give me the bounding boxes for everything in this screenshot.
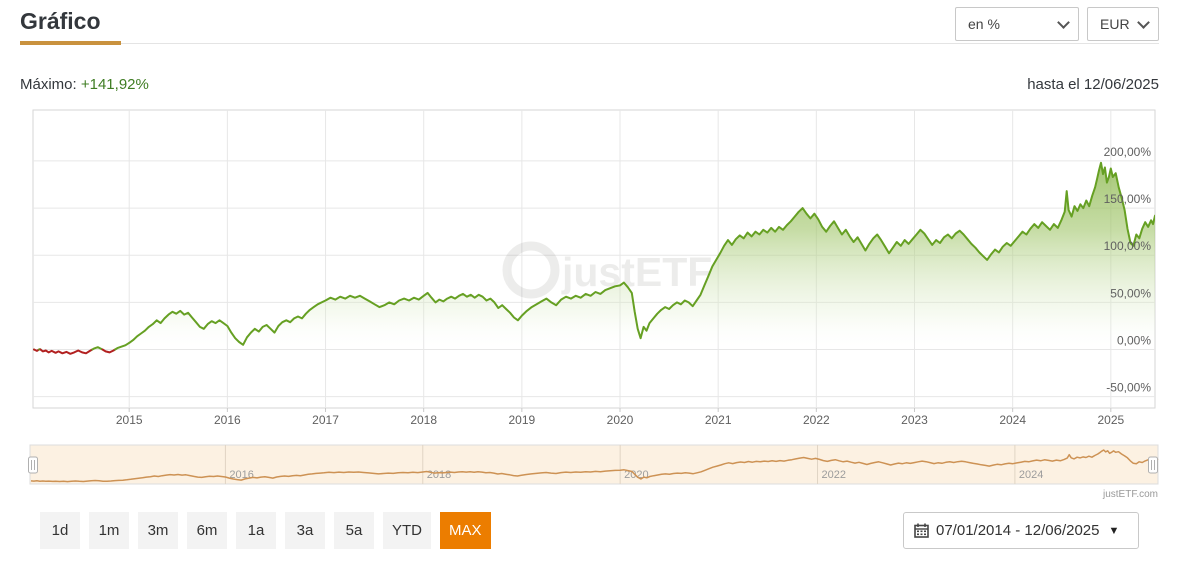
y-tick-label: 100,00%: [1104, 239, 1152, 253]
x-tick-label: 2019: [508, 413, 535, 427]
navigator-handle-right[interactable]: [1148, 456, 1158, 474]
y-tick-label: 0,00%: [1117, 334, 1151, 348]
series-area: [33, 161, 1155, 355]
until-date-label: hasta el 12/06/2025: [1027, 76, 1159, 93]
navigator-year-label: 2022: [822, 469, 846, 481]
unit-dropdown[interactable]: en %: [955, 7, 1079, 41]
credit-link[interactable]: justETF.com: [1102, 489, 1158, 500]
x-tick-label: 2020: [607, 413, 634, 427]
unit-dropdown-value: en %: [968, 16, 1000, 32]
header-divider: [20, 43, 1159, 44]
calendar-icon: [914, 523, 929, 538]
x-tick-label: 2025: [1097, 413, 1124, 427]
range-button-1m[interactable]: 1m: [89, 512, 129, 549]
navigator-year-label: 2024: [1019, 469, 1043, 481]
area-fill: [34, 162, 1155, 354]
series-line-negative: [39, 348, 94, 355]
page-title: Gráfico: [20, 8, 101, 34]
max-return-label: Máximo: +141,92%: [20, 76, 149, 93]
caret-down-icon: ▼: [1108, 524, 1120, 537]
date-range-value: 07/01/2014 - 12/06/2025: [936, 522, 1100, 539]
series-line-negative: [101, 348, 117, 354]
date-range-picker[interactable]: 07/01/2014 - 12/06/2025 ▼: [903, 512, 1139, 549]
x-tick-label: 2015: [116, 413, 143, 427]
axis-labels: 200,00% 150,00% 100,00% 50,00% 0,00% -50,00% 2…: [116, 145, 1151, 427]
navigator-handle-left[interactable]: [28, 456, 38, 474]
navigator-year-label: 2018: [427, 469, 451, 481]
navigator-track[interactable]: [29, 444, 1159, 485]
y-tick-label: 150,00%: [1104, 192, 1152, 206]
series-line: [114, 161, 1155, 351]
navigator-content: 2016 2018 2020 2022 2024: [30, 445, 1159, 484]
range-button-3m[interactable]: 3m: [138, 512, 178, 549]
y-tick-label: 200,00%: [1104, 145, 1152, 159]
range-button-1d[interactable]: 1d: [40, 512, 80, 549]
x-tick-label: 2022: [803, 413, 830, 427]
x-tick-label: 2017: [312, 413, 339, 427]
range-button-1a[interactable]: 1a: [236, 512, 276, 549]
watermark-text: justETF: [561, 249, 712, 295]
x-tick-label: 2021: [705, 413, 732, 427]
currency-dropdown[interactable]: EUR: [1087, 7, 1159, 41]
range-button-3a[interactable]: 3a: [285, 512, 325, 549]
x-tick-label: 2024: [999, 413, 1026, 427]
range-button-6m[interactable]: 6m: [187, 512, 227, 549]
max-label: Máximo:: [20, 76, 77, 93]
y-tick-label: -50,00%: [1106, 381, 1151, 395]
title-underline: [20, 41, 121, 45]
range-buttons: 1d 1m 3m 6m 1a 3a 5a YTD MAX: [40, 512, 491, 549]
watermark-logo-icon: [502, 241, 560, 299]
justetf-watermark: justETF: [502, 241, 712, 299]
x-tick-label: 2018: [410, 413, 437, 427]
currency-dropdown-value: EUR: [1100, 16, 1130, 32]
range-button-max[interactable]: MAX: [440, 512, 491, 549]
y-tick-label: 50,00%: [1110, 286, 1151, 300]
range-button-5a[interactable]: 5a: [334, 512, 374, 549]
navigator-line: [30, 449, 1159, 483]
x-tick-label: 2016: [214, 413, 241, 427]
x-tick-label: 2023: [901, 413, 928, 427]
range-button-ytd[interactable]: YTD: [383, 512, 431, 549]
max-value: +141,92%: [80, 76, 149, 93]
